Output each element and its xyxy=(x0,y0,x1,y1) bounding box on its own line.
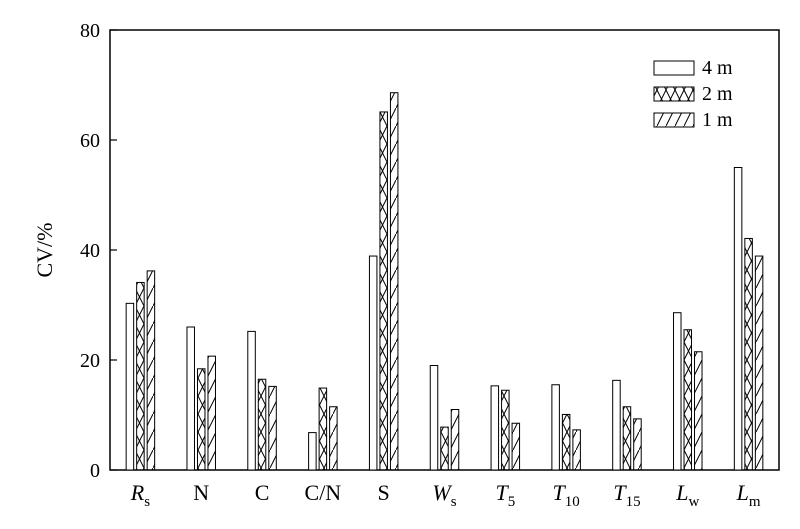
bar-2m-9 xyxy=(683,329,693,471)
x-tick-label: N xyxy=(193,480,209,505)
x-tick-label: T15 xyxy=(613,480,640,510)
bar-4m-9 xyxy=(673,312,682,471)
bar-1m-9 xyxy=(694,351,703,471)
bar-1m-8 xyxy=(633,418,642,471)
bar-4m-4 xyxy=(368,255,378,471)
bars-group xyxy=(125,92,764,471)
y-axis: 0 20 40 60 80 xyxy=(80,20,117,482)
bar-4m-5 xyxy=(429,365,439,471)
bar-2m-6 xyxy=(501,389,510,471)
bar-1m-10 xyxy=(754,255,764,471)
bar-2m-10 xyxy=(744,237,753,471)
bar-4m-7 xyxy=(551,384,560,471)
bar-4m-6 xyxy=(490,385,500,471)
bar-1m-1 xyxy=(207,355,216,471)
bar-2m-8 xyxy=(622,406,632,471)
y-tick-label: 80 xyxy=(80,20,100,42)
x-tick-label: Ws xyxy=(432,480,456,510)
bar-2m-3 xyxy=(318,387,328,471)
x-tick-label: Rs xyxy=(130,480,150,510)
bar-4m-2 xyxy=(247,330,256,471)
x-tick-label: Lw xyxy=(675,480,699,510)
x-tick-label: C/N xyxy=(305,480,342,505)
bar-1m-7 xyxy=(572,429,581,471)
legend-swatch-4m xyxy=(653,60,695,76)
bar-1m-4 xyxy=(389,92,399,471)
legend-swatch-2m xyxy=(653,86,695,102)
legend: 4 m 2 m 1 m xyxy=(653,57,733,131)
bar-2m-1 xyxy=(196,368,206,471)
legend-label: 2 m xyxy=(702,83,733,105)
bar-1m-2 xyxy=(268,385,277,471)
y-tick-label: 40 xyxy=(80,240,100,262)
bar-4m-10 xyxy=(733,167,743,471)
bar-2m-2 xyxy=(257,378,267,471)
y-tick-label: 60 xyxy=(80,130,100,152)
x-tick-label: S xyxy=(378,480,390,505)
y-axis-title: CV/% xyxy=(32,223,57,278)
bar-1m-6 xyxy=(511,422,521,471)
legend-swatch-1m xyxy=(653,112,695,128)
bar-1m-3 xyxy=(329,406,338,471)
bar-1m-5 xyxy=(450,409,460,471)
y-tick-label: 0 xyxy=(90,460,100,482)
x-tick-label: C xyxy=(255,480,270,505)
bar-4m-3 xyxy=(308,432,317,471)
bar-4m-1 xyxy=(186,326,195,471)
bar-1m-0 xyxy=(146,270,156,471)
x-axis-labels: Rs N C C/N S Ws T5 T10 T15 Lw Lm xyxy=(130,480,761,510)
x-tick-label: Lm xyxy=(736,480,761,510)
bar-2m-4 xyxy=(379,111,388,471)
legend-label: 4 m xyxy=(702,57,733,79)
bar-2m-5 xyxy=(440,426,449,471)
y-tick-label: 20 xyxy=(80,350,100,372)
bar-2m-7 xyxy=(561,413,571,471)
bar-4m-0 xyxy=(125,302,135,471)
legend-label: 1 m xyxy=(702,109,733,131)
x-tick-label: T10 xyxy=(553,480,580,510)
x-tick-label: T5 xyxy=(495,480,515,510)
bar-4m-8 xyxy=(612,379,621,471)
bar-2m-0 xyxy=(136,281,145,471)
